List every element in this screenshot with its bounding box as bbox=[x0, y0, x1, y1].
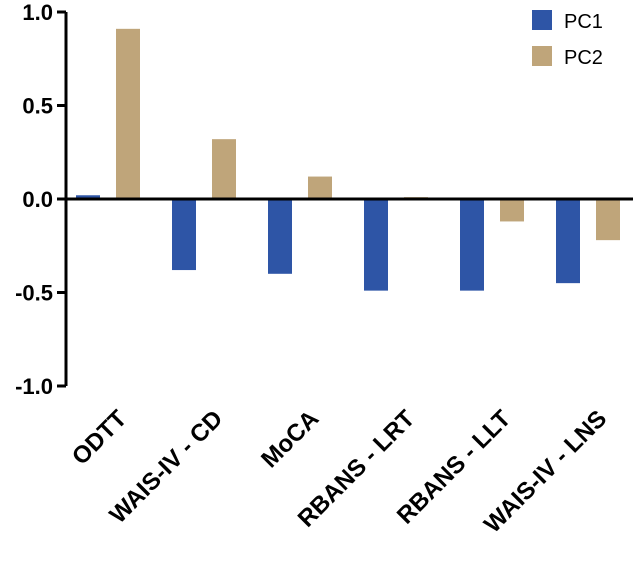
bar-pc1-4 bbox=[460, 199, 484, 291]
y-tick-label: 1.0 bbox=[22, 0, 53, 25]
y-tick-label: -0.5 bbox=[15, 281, 53, 306]
bar-pc1-0 bbox=[76, 195, 100, 199]
bar-pc2-5 bbox=[596, 199, 620, 241]
plot-area bbox=[76, 28, 620, 291]
legend-swatch-pc1 bbox=[532, 10, 552, 30]
y-tick-label: 0.0 bbox=[22, 187, 53, 212]
bar-pc2-4 bbox=[500, 199, 524, 222]
legend-label-pc1: PC1 bbox=[564, 11, 603, 33]
bar-pc1-5 bbox=[556, 199, 580, 284]
bar-pc2-0 bbox=[116, 28, 140, 199]
x-category-label: MoCA bbox=[256, 405, 324, 473]
legend-label-pc2: PC2 bbox=[564, 47, 603, 69]
x-category-label: ODTT bbox=[67, 405, 133, 471]
bar-pc1-2 bbox=[268, 199, 292, 274]
y-tick-label: -1.0 bbox=[15, 374, 53, 399]
legend-swatch-pc2 bbox=[532, 46, 552, 66]
bar-pc2-2 bbox=[308, 176, 332, 199]
bar-pc1-3 bbox=[364, 199, 388, 291]
y-tick-label: 0.5 bbox=[22, 94, 53, 119]
bar-pc1-1 bbox=[172, 199, 196, 271]
legend: PC1 PC2 bbox=[532, 10, 603, 69]
bar-pc2-1 bbox=[212, 139, 236, 199]
